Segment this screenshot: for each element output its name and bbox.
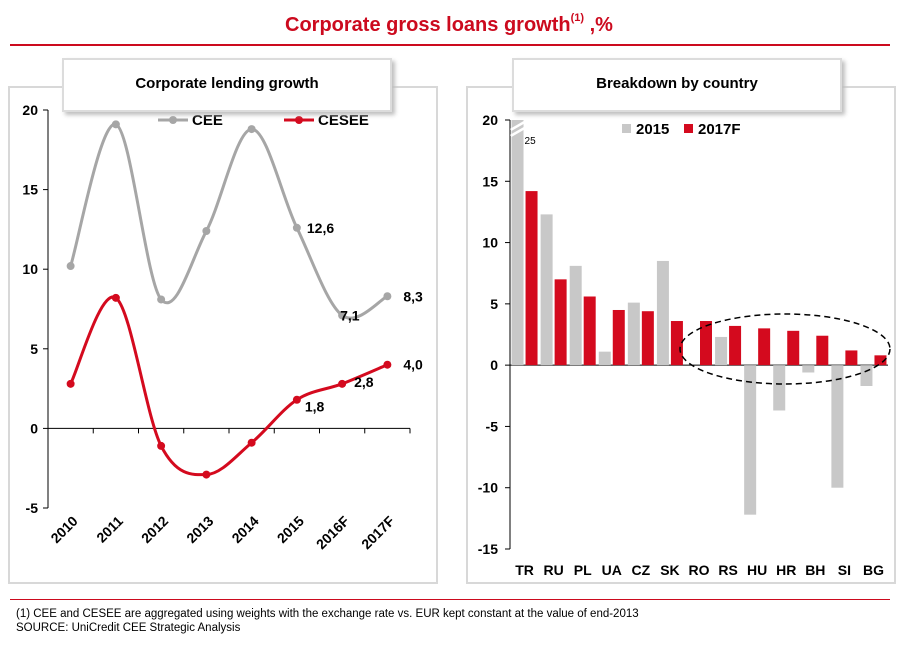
bar-2017f-ua: [612, 309, 625, 366]
data-label-cee: 8,3: [403, 288, 423, 304]
legend-swatch-2015: [622, 124, 631, 133]
data-point-cee: [66, 262, 75, 271]
x-tick-label: RU: [543, 562, 563, 578]
data-point-cesee: [157, 441, 166, 450]
title-superscript: (1): [570, 12, 585, 24]
bar-2015-hr: [773, 365, 786, 411]
bar-2015-bg: [860, 365, 873, 386]
y-tick-label: 5: [30, 341, 38, 357]
data-label-cesee: 4,0: [403, 357, 423, 373]
y-tick-label: 10: [482, 235, 498, 251]
truncation-mark: [509, 120, 526, 138]
y-tick-label: -5: [26, 500, 39, 516]
data-point-cee: [202, 226, 211, 235]
bar-2017f-rs: [729, 325, 742, 366]
left-chart-title: Corporate lending growth: [62, 58, 392, 112]
legend-swatch-2017f: [684, 124, 693, 133]
x-tick-label: PL: [574, 562, 592, 578]
legend-label-2015: 2015: [636, 121, 669, 138]
legend-label-2017f: 2017F: [698, 121, 741, 138]
y-tick-label: -10: [478, 480, 498, 496]
data-point-cesee: [247, 438, 256, 447]
footnote: (1) CEE and CESEE are aggregated using w…: [16, 607, 639, 635]
legend-marker-cee: [169, 116, 177, 124]
data-label-cee: 12,6: [307, 220, 334, 236]
page-title: Corporate gross loans growth(1) ,%: [285, 12, 613, 36]
bar-2017f-bh: [816, 335, 829, 366]
y-tick-label: -5: [486, 418, 499, 434]
bar-2017f-ru: [554, 279, 567, 366]
y-tick-label: -15: [478, 541, 498, 557]
x-tick-label: RO: [689, 562, 710, 578]
y-tick-label: 20: [482, 112, 498, 128]
highlight-ellipse: [679, 313, 891, 385]
data-point-cee: [292, 223, 301, 232]
y-tick-label: 10: [22, 261, 38, 277]
y-tick-label: 20: [22, 102, 38, 118]
y-tick-label: 5: [490, 296, 498, 312]
data-point-cee: [157, 295, 166, 304]
x-tick-label: SK: [660, 562, 679, 578]
data-point-cesee: [202, 470, 211, 479]
bar-2015-tr: [511, 120, 524, 366]
bar-2017f-hu: [758, 328, 771, 366]
data-point-cesee: [111, 293, 120, 302]
data-point-cesee: [66, 379, 75, 388]
source-text: SOURCE: UniCredit CEE Strategic Analysis: [16, 622, 241, 634]
x-tick-label: RS: [718, 562, 737, 578]
bar-2015-rs: [715, 336, 728, 366]
y-tick-label: 0: [30, 420, 38, 436]
bar-2015-bh: [802, 365, 815, 373]
left-panel: [8, 86, 438, 584]
bar-2015-pl: [569, 265, 582, 366]
bar-2017f-cz: [641, 311, 654, 366]
data-label-cesee: 2,8: [354, 374, 374, 390]
right-chart-title: Breakdown by country: [512, 58, 842, 112]
bar-2017f-hr: [787, 330, 800, 366]
data-label-cesee: 1,8: [305, 399, 325, 415]
data-point-cee: [111, 120, 120, 129]
bar-2015-sk: [656, 260, 669, 366]
y-tick-label: 0: [490, 357, 498, 373]
bar-2015-ru: [540, 214, 553, 366]
footnote-text: (1) CEE and CESEE are aggregated using w…: [16, 608, 639, 620]
legend-marker-cesee: [295, 116, 303, 124]
data-point-cee: [338, 311, 347, 320]
title-rule: [10, 44, 890, 46]
bar-2015-si: [831, 365, 844, 488]
x-tick-label: HU: [747, 562, 767, 578]
bar-2017f-pl: [583, 296, 596, 366]
x-tick-label: BG: [863, 562, 884, 578]
legend-label-cee: CEE: [192, 112, 223, 129]
annotation-label: 25: [525, 136, 537, 147]
bar-2017f-sk: [670, 321, 683, 366]
legend-label-cesee: CESEE: [318, 112, 369, 129]
footer-rule: [10, 599, 890, 600]
x-tick-label: SI: [838, 562, 851, 578]
bar-2015-ua: [598, 351, 611, 366]
bar-2015-hu: [744, 365, 757, 515]
data-point-cesee: [292, 395, 301, 404]
y-tick-label: 15: [22, 182, 38, 198]
data-point-cee: [383, 292, 392, 301]
bar-2015-cz: [627, 302, 640, 366]
x-tick-label: BH: [805, 562, 825, 578]
data-label-cee: 7,1: [340, 307, 360, 323]
y-tick-label: 15: [482, 173, 498, 189]
x-tick-label: HR: [776, 562, 796, 578]
data-point-cee: [247, 125, 256, 134]
bar-2017f-ro: [700, 321, 712, 366]
x-tick-label: TR: [515, 562, 534, 578]
bar-2017f-tr: [525, 191, 538, 366]
x-tick-label: UA: [602, 562, 622, 578]
bar-2017f-si: [845, 350, 858, 366]
data-point-cesee: [383, 360, 392, 369]
x-tick-label: CZ: [632, 562, 651, 578]
bar-2017f-bg: [874, 355, 887, 366]
data-point-cesee: [338, 379, 347, 388]
